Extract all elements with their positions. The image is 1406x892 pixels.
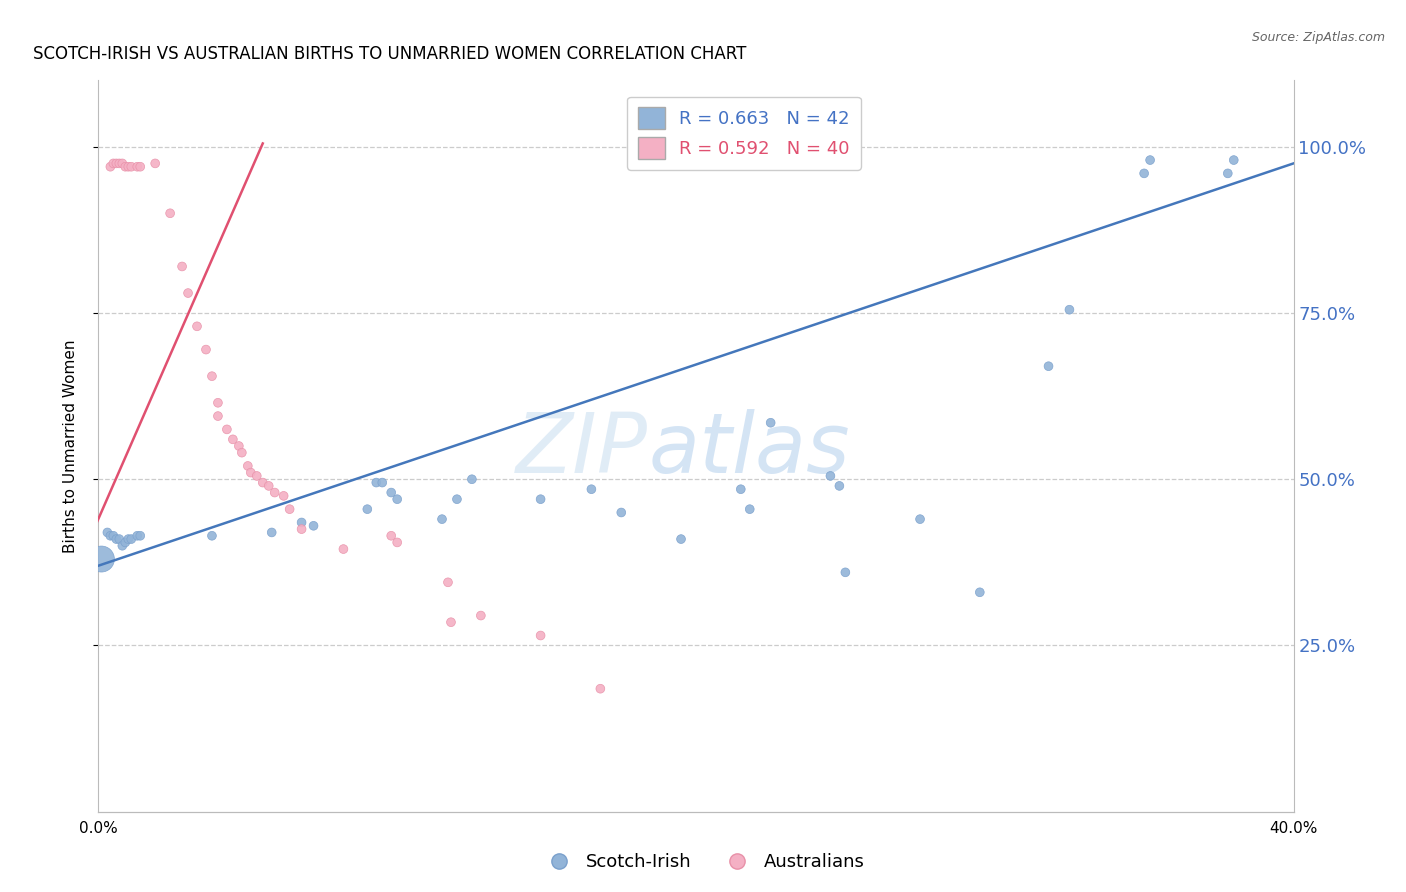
Point — [371, 475, 394, 490]
Point — [610, 506, 633, 520]
Point — [738, 502, 761, 516]
Text: Source: ZipAtlas.com: Source: ZipAtlas.com — [1251, 31, 1385, 45]
Y-axis label: Births to Unmarried Women: Births to Unmarried Women — [63, 339, 77, 553]
Point — [263, 485, 285, 500]
Point — [969, 585, 991, 599]
Point — [98, 529, 122, 543]
Point — [246, 469, 269, 483]
Point — [278, 502, 301, 516]
Point — [127, 160, 149, 174]
Text: ZIP: ZIP — [516, 409, 648, 491]
Point — [114, 535, 136, 549]
Point — [260, 525, 283, 540]
Point — [589, 681, 612, 696]
Point — [215, 422, 238, 436]
Point — [1059, 302, 1081, 317]
Point — [470, 608, 492, 623]
Point — [530, 492, 553, 507]
Point — [834, 566, 856, 580]
Point — [108, 156, 131, 170]
Point — [103, 529, 125, 543]
Point — [103, 156, 125, 170]
Point — [201, 529, 224, 543]
Point — [252, 475, 274, 490]
Point — [820, 469, 842, 483]
Point — [108, 532, 131, 546]
Point — [129, 160, 152, 174]
Point — [366, 475, 388, 490]
Point — [143, 156, 166, 170]
Point — [96, 525, 118, 540]
Point — [207, 396, 229, 410]
Point — [117, 532, 139, 546]
Point — [581, 482, 603, 496]
Point — [530, 628, 553, 642]
Point — [385, 535, 409, 549]
Legend: R = 0.663   N = 42, R = 0.592   N = 40: R = 0.663 N = 42, R = 0.592 N = 40 — [627, 96, 860, 169]
Point — [1223, 153, 1246, 167]
Point — [120, 532, 142, 546]
Point — [228, 439, 250, 453]
Point — [201, 369, 224, 384]
Point — [1133, 166, 1156, 180]
Point — [222, 433, 245, 447]
Point — [1139, 153, 1161, 167]
Point — [446, 492, 468, 507]
Point — [759, 416, 782, 430]
Point — [828, 479, 851, 493]
Point — [437, 575, 460, 590]
Point — [129, 529, 152, 543]
Point — [380, 485, 402, 500]
Point — [172, 260, 194, 274]
Point — [105, 156, 128, 170]
Point — [105, 532, 128, 546]
Point — [380, 529, 402, 543]
Point — [239, 466, 262, 480]
Point — [127, 529, 149, 543]
Point — [98, 160, 122, 174]
Point — [114, 160, 136, 174]
Point — [291, 516, 314, 530]
Point — [257, 479, 280, 493]
Point — [195, 343, 218, 357]
Point — [111, 156, 134, 170]
Point — [1216, 166, 1239, 180]
Point — [111, 539, 134, 553]
Text: atlas: atlas — [648, 409, 849, 491]
Point — [430, 512, 453, 526]
Point — [273, 489, 295, 503]
Point — [908, 512, 931, 526]
Point — [117, 160, 139, 174]
Point — [177, 286, 200, 301]
Legend: Scotch-Irish, Australians: Scotch-Irish, Australians — [534, 847, 872, 879]
Point — [669, 532, 692, 546]
Point — [231, 445, 253, 459]
Point — [207, 409, 229, 423]
Point — [332, 542, 354, 557]
Point — [90, 552, 112, 566]
Point — [302, 518, 325, 533]
Point — [291, 522, 314, 536]
Point — [159, 206, 181, 220]
Point — [236, 458, 259, 473]
Point — [1038, 359, 1060, 374]
Point — [440, 615, 463, 630]
Point — [461, 472, 484, 486]
Point — [120, 160, 142, 174]
Point — [385, 492, 409, 507]
Point — [730, 482, 752, 496]
Point — [356, 502, 378, 516]
Text: SCOTCH-IRISH VS AUSTRALIAN BIRTHS TO UNMARRIED WOMEN CORRELATION CHART: SCOTCH-IRISH VS AUSTRALIAN BIRTHS TO UNM… — [32, 45, 747, 63]
Point — [186, 319, 208, 334]
